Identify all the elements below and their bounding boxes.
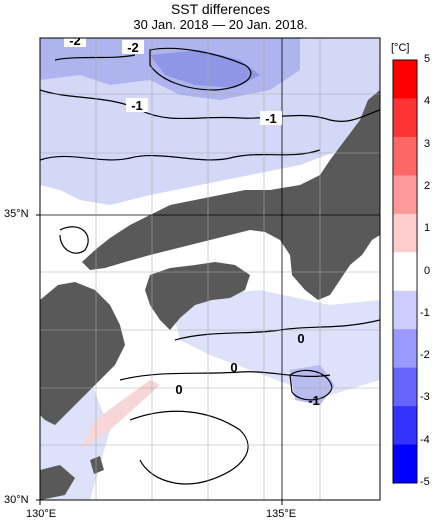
colorbar-tick-label: -2	[420, 349, 430, 362]
label-box	[64, 38, 86, 47]
lon-label-135: 135°E	[266, 508, 297, 520]
chart-title: SST differences	[170, 1, 271, 17]
map-frame	[39, 37, 381, 501]
axis-ticks	[36, 214, 283, 505]
colorbar-step	[393, 290, 417, 330]
colorbar-tick-label: 3	[424, 137, 431, 150]
colorbar-step	[393, 367, 417, 407]
colorbar-step	[393, 136, 417, 176]
contour-label: 0	[175, 382, 182, 397]
label-box	[122, 40, 144, 54]
contour-label: -1	[308, 393, 320, 408]
colorbar-step	[393, 213, 417, 253]
colorbar-tick-label: 0	[424, 264, 431, 277]
colorbar-step	[393, 98, 417, 138]
chart-period: 30 Jan. 2018 — 20 Jan. 2018.	[133, 17, 308, 32]
colorbar-step	[393, 444, 417, 484]
land-shikoku	[145, 262, 250, 330]
contour-label: -1	[131, 98, 143, 113]
colorbar-tick-label: -4	[420, 433, 430, 446]
lat-label-35: 35°N	[4, 208, 29, 220]
colorbar-step	[393, 175, 417, 215]
colorbar-tick-label: -1	[420, 306, 430, 319]
label-box	[126, 98, 148, 112]
land-island-small	[90, 456, 104, 474]
colorbar-tick-label: -3	[420, 391, 430, 404]
negative-anomaly-south	[170, 290, 380, 395]
label-box	[260, 111, 282, 125]
colorbar-unit: [°C]	[391, 42, 410, 54]
lon-label-130: 130°E	[26, 508, 57, 520]
contour-label: -2	[69, 33, 81, 48]
land-island-south	[40, 465, 75, 500]
land-honshu	[82, 90, 380, 300]
land-kyushu	[40, 282, 125, 425]
colorbar-tick-label: 1	[424, 222, 431, 235]
colorbar-tick-label: -5	[420, 476, 430, 488]
contour-label: -1	[265, 111, 277, 126]
colorbar-step	[393, 406, 417, 446]
colorbar-step	[393, 329, 417, 369]
lat-label-30: 30°N	[4, 494, 29, 506]
colorbar-tick-label: 2	[424, 179, 431, 192]
contour-label: 0	[230, 360, 237, 375]
colorbar-tick-label: 5	[424, 53, 431, 65]
graticule	[40, 38, 380, 500]
positive-anomaly-strip	[80, 380, 160, 450]
colorbar-step	[393, 252, 417, 292]
colorbar-tick-label: 4	[424, 95, 431, 108]
contour-label: 0	[297, 331, 304, 346]
contour-label: -2	[127, 40, 139, 55]
colorbar-step	[393, 60, 417, 99]
colorbar	[392, 59, 418, 484]
